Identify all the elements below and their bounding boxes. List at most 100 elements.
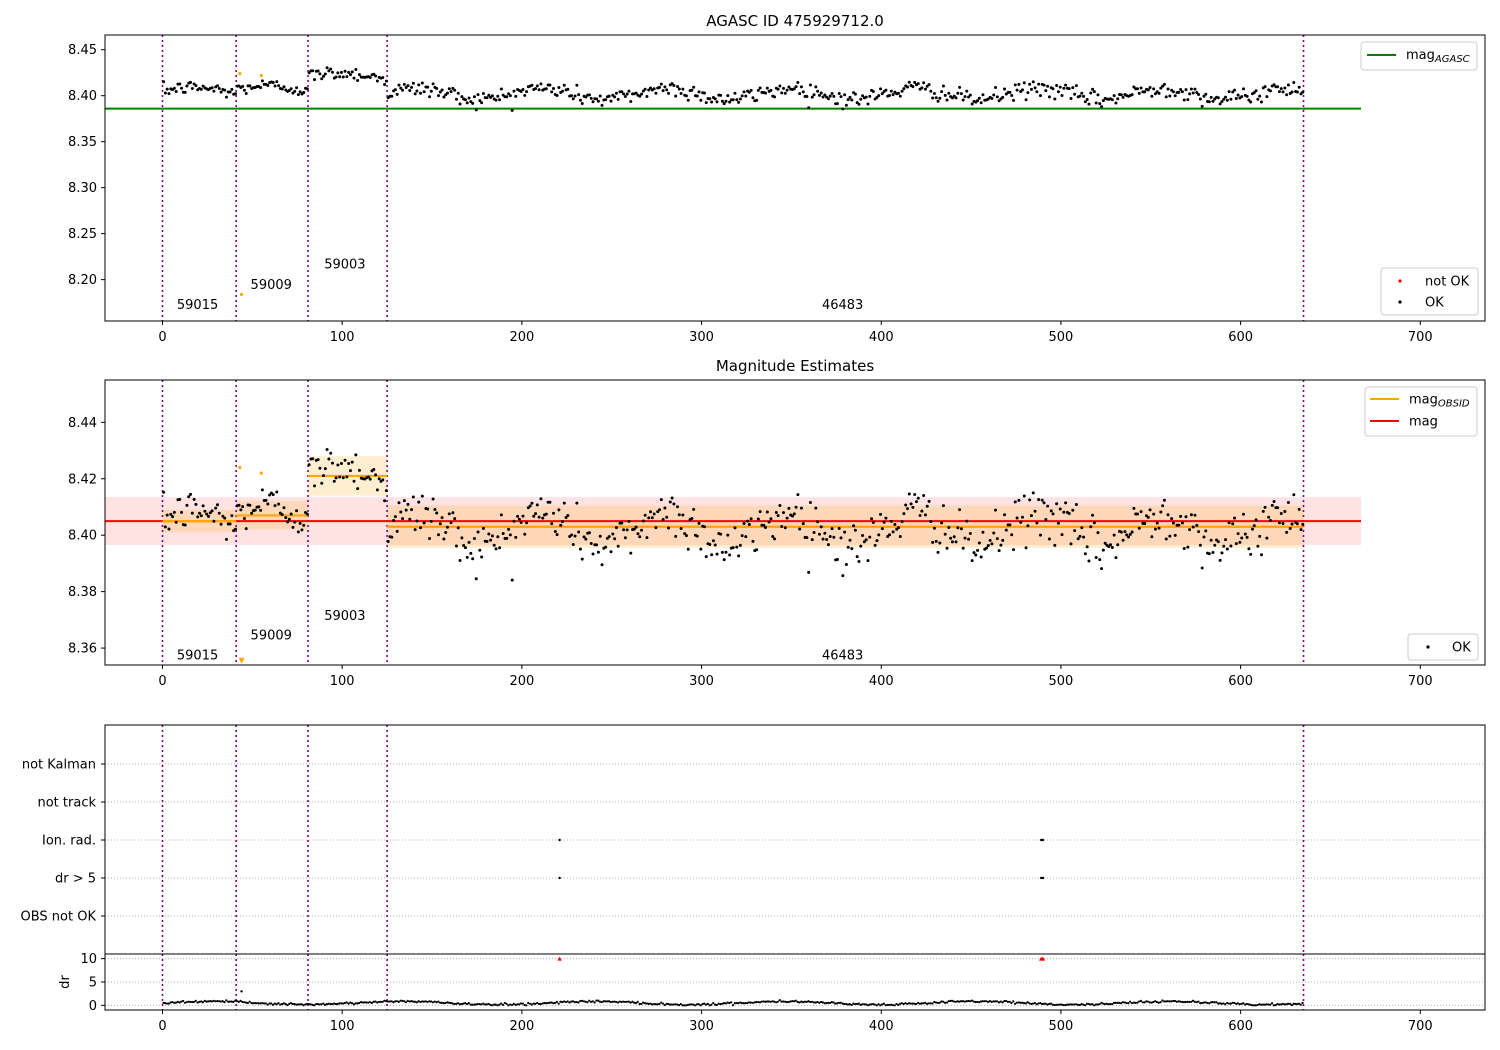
data-point bbox=[782, 86, 785, 90]
dr-point bbox=[1026, 1001, 1029, 1004]
x-tick-label: 300 bbox=[689, 1019, 714, 1034]
dr-point bbox=[1263, 1003, 1266, 1006]
data-point bbox=[1033, 86, 1037, 90]
data-point bbox=[846, 545, 850, 549]
data-point bbox=[929, 520, 933, 524]
data-point bbox=[990, 542, 994, 546]
dr-point bbox=[257, 1002, 260, 1005]
dr-point bbox=[1105, 1002, 1108, 1005]
data-point bbox=[825, 537, 829, 541]
data-point bbox=[584, 537, 588, 541]
dr-point bbox=[306, 1002, 309, 1005]
data-point bbox=[435, 511, 439, 515]
dr-point bbox=[456, 1002, 460, 1005]
data-point bbox=[573, 534, 577, 538]
dr-point bbox=[311, 1003, 314, 1006]
data-point bbox=[1166, 513, 1170, 517]
dr-point bbox=[289, 1002, 293, 1005]
dr-point bbox=[1247, 1003, 1250, 1006]
data-point bbox=[1286, 500, 1290, 504]
data-point bbox=[702, 91, 706, 95]
dr-point bbox=[881, 1003, 884, 1006]
dr-point bbox=[913, 1002, 916, 1005]
data-point bbox=[843, 93, 847, 97]
data-point bbox=[596, 99, 600, 103]
data-point bbox=[228, 90, 232, 94]
data-point bbox=[187, 495, 191, 499]
data-point bbox=[735, 98, 739, 102]
data-point bbox=[726, 94, 730, 98]
dr-point bbox=[341, 1002, 345, 1005]
dr-point bbox=[670, 1003, 674, 1006]
dr-point bbox=[785, 1001, 789, 1004]
dr-point bbox=[890, 1003, 893, 1006]
data-point bbox=[1033, 509, 1037, 513]
dr-point bbox=[419, 1000, 422, 1004]
data-point bbox=[1096, 531, 1100, 535]
data-point bbox=[627, 89, 631, 93]
dr-point bbox=[415, 1001, 418, 1004]
dr-point bbox=[1269, 1003, 1272, 1006]
dr-point bbox=[1150, 1001, 1153, 1004]
data-point bbox=[485, 96, 489, 100]
data-point bbox=[672, 84, 676, 88]
dr-point bbox=[368, 1001, 372, 1004]
data-point bbox=[659, 82, 663, 86]
data-point bbox=[237, 503, 241, 507]
data-point bbox=[844, 103, 848, 107]
data-point bbox=[569, 533, 573, 537]
dr-point bbox=[916, 1001, 920, 1005]
data-point bbox=[805, 536, 809, 540]
x-tick-label: 0 bbox=[158, 330, 166, 345]
data-point bbox=[724, 550, 728, 554]
dr-point bbox=[593, 1001, 596, 1004]
dr-point bbox=[171, 1000, 174, 1004]
dr-point bbox=[940, 1000, 943, 1003]
dr-point bbox=[424, 1000, 427, 1003]
dr-point bbox=[1299, 1003, 1302, 1006]
dr-point bbox=[356, 1002, 359, 1005]
data-point bbox=[338, 75, 342, 79]
data-point bbox=[1053, 97, 1057, 101]
data-point bbox=[1001, 95, 1005, 99]
dr-point bbox=[1297, 1002, 1301, 1005]
data-point bbox=[431, 82, 435, 86]
data-point bbox=[936, 550, 940, 554]
dr-point bbox=[800, 1000, 803, 1003]
data-point bbox=[963, 95, 967, 99]
data-point bbox=[1211, 550, 1215, 554]
data-point bbox=[1258, 534, 1262, 538]
data-point bbox=[740, 534, 744, 538]
data-point bbox=[888, 533, 892, 537]
data-point bbox=[311, 457, 315, 461]
data-point bbox=[487, 532, 491, 536]
data-point bbox=[228, 522, 232, 526]
data-point bbox=[219, 522, 223, 526]
dr-point bbox=[408, 1000, 411, 1003]
data-point bbox=[747, 522, 751, 526]
data-point bbox=[799, 85, 803, 89]
dr-point bbox=[1184, 1000, 1187, 1004]
data-point bbox=[343, 458, 347, 462]
dr-point bbox=[178, 1001, 181, 1004]
data-point bbox=[552, 511, 555, 515]
data-point bbox=[832, 535, 836, 539]
dr-point bbox=[1064, 1004, 1067, 1007]
dr-point bbox=[606, 1000, 609, 1003]
data-point bbox=[1189, 513, 1193, 517]
data-point bbox=[1301, 90, 1305, 94]
data-point bbox=[704, 101, 708, 105]
dr-point bbox=[999, 1000, 1002, 1003]
data-point bbox=[548, 500, 552, 504]
dr-point bbox=[758, 1001, 762, 1004]
data-point bbox=[888, 94, 892, 98]
data-point bbox=[395, 529, 399, 533]
dr-point bbox=[1120, 1002, 1123, 1005]
data-point bbox=[1013, 500, 1017, 504]
dr-point bbox=[543, 1001, 546, 1005]
data-point bbox=[658, 85, 662, 89]
data-point bbox=[832, 94, 836, 98]
dr-point bbox=[1199, 1001, 1202, 1005]
data-point bbox=[318, 466, 322, 470]
y-tick-label: 8.42 bbox=[68, 472, 97, 487]
